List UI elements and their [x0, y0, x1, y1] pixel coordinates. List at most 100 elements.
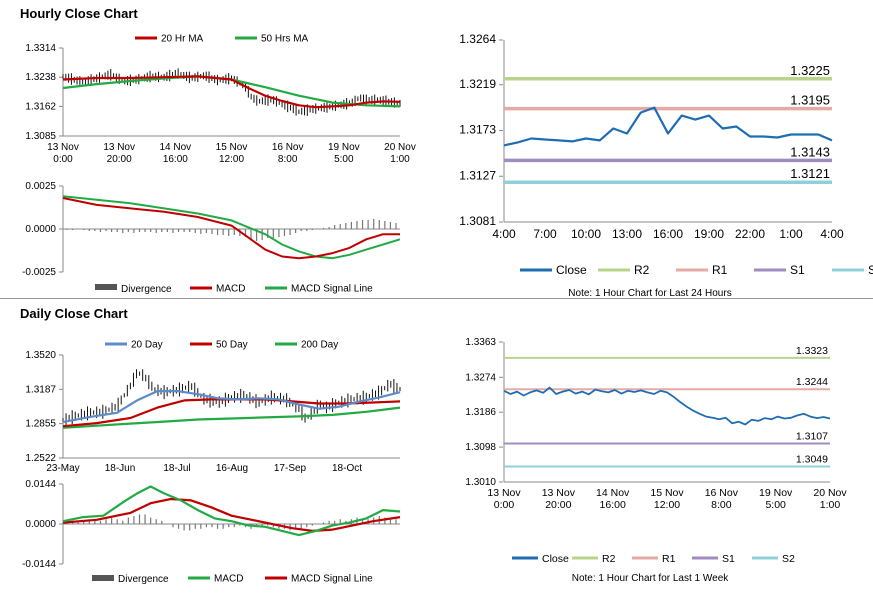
hourly-price-xtick-line2: 1:00: [390, 154, 410, 165]
macd-line: [62, 485, 401, 537]
hourly-macd-ytick: 0.0000: [25, 224, 56, 235]
hourly-close-level-label: 1.3121: [790, 166, 830, 181]
hourly-close-xtick: 4:00: [820, 227, 844, 241]
daily-close-ytick: 1.3274: [465, 372, 496, 383]
daily-close-xtick-line2: 0:00: [494, 499, 515, 511]
macd-legend-label: MACD: [216, 284, 245, 295]
hourly-price-xtick-line1: 14 Nov: [159, 142, 191, 153]
daily-macd-ytick: 0.0000: [25, 519, 56, 530]
daily-close-level-label: 1.3049: [796, 454, 828, 466]
hourly-close-xtick: 16:00: [653, 227, 683, 241]
daily-close-legend-label: S1: [722, 553, 735, 565]
daily-close-xtick-line1: 13 Nov: [542, 487, 576, 499]
divergence-legend-label: Divergence: [121, 284, 172, 295]
hourly-price-ytick: 1.3314: [25, 43, 56, 54]
hourly-close-ytick: 1.3264: [459, 32, 496, 46]
hourly-close-xtick: 4:00: [492, 227, 516, 241]
daily-close-level-label: 1.3107: [796, 431, 828, 443]
hourly-price-ytick: 1.3238: [25, 72, 56, 83]
daily-close-legend-label: R1: [662, 553, 676, 565]
daily-close-xtick-line2: 1:00: [820, 499, 841, 511]
hourly-price-xtick-line2: 5:00: [334, 154, 354, 165]
section-divider: [0, 298, 873, 299]
hourly-close-xtick: 7:00: [533, 227, 557, 241]
hourly-price-ytick: 1.3085: [25, 131, 56, 142]
macd-signal-line: [62, 195, 401, 260]
hourly-price-ytick: 1.3162: [25, 101, 56, 112]
daily-price-xtick: 18-Jul: [163, 463, 190, 474]
hourly-price-xtick-line1: 20 Nov: [384, 142, 416, 153]
divergence-legend-swatch: [95, 284, 117, 290]
daily-close-chart: 1.3363 1.3274 1.3186 1.3098 1.3010 1.3323 1.32…: [465, 337, 847, 565]
hourly-close-close-line: [503, 106, 833, 147]
daily-price-ytick: 1.3187: [25, 384, 56, 395]
ma-50-legend-label: 50 Hrs MA: [261, 34, 309, 45]
ma-20-legend-label: 20 Hr MA: [161, 34, 204, 45]
hourly-macd-chart: 0.0025 0.0000 -0.0025 Divergence MACD MACD Si…: [22, 181, 401, 295]
daily-price-ytick: 1.3520: [25, 350, 56, 361]
hourly-close-ytick: 1.3173: [459, 123, 496, 137]
daily-macd-chart: 0.0144 0.0000 -0.0144 Divergence MACD MACD Si…: [22, 479, 401, 585]
daily-close-level-label: 1.3244: [796, 376, 828, 388]
ma-200-line: [62, 406, 401, 429]
daily-close-xtick-line2: 5:00: [765, 499, 786, 511]
hourly-close-ytick: 1.3219: [459, 77, 496, 91]
hourly-close-note: Note: 1 Hour Chart for Last 24 Hours: [568, 288, 732, 299]
daily-close-xtick-line1: 20 Nov: [813, 487, 847, 499]
daily-close-ytick: 1.3363: [465, 337, 496, 348]
hourly-price-xtick-line2: 8:00: [278, 154, 298, 165]
ma-20-day-legend-label: 20 Day: [131, 340, 163, 351]
divergence-legend-label: Divergence: [118, 574, 169, 585]
daily-price-xtick: 17-Sep: [274, 463, 307, 474]
hourly-section-title: Hourly Close Chart: [20, 6, 138, 21]
hourly-price-xtick-line1: 13 Nov: [103, 142, 135, 153]
daily-close-xtick-line1: 19 Nov: [759, 487, 793, 499]
hourly-price-xtick-line2: 20:00: [107, 154, 132, 165]
hourly-price-xtick-line2: 12:00: [219, 154, 244, 165]
daily-price-xtick: 23-May: [46, 463, 79, 474]
macd-signal-line: [62, 497, 401, 533]
hourly-price-xtick-line1: 16 Nov: [272, 142, 304, 153]
macd-signal-legend-label: MACD Signal Line: [291, 574, 373, 585]
hourly-close-xtick: 10:00: [571, 227, 601, 241]
hourly-close-xtick: 13:00: [612, 227, 642, 241]
daily-close-ytick: 1.3010: [465, 477, 496, 488]
daily-section-title: Daily Close Chart: [20, 306, 128, 321]
daily-close-level-label: 1.3323: [796, 345, 828, 357]
daily-macd-ytick: -0.0144: [22, 559, 56, 570]
hourly-close-ytick: 1.3081: [459, 214, 496, 228]
hourly-price-xtick-line2: 0:00: [53, 154, 73, 165]
daily-close-legend-label: R2: [602, 553, 616, 565]
daily-close-legend-label: S2: [782, 553, 795, 565]
daily-close-xtick-line2: 12:00: [654, 499, 680, 511]
hourly-close-xtick: 19:00: [694, 227, 724, 241]
hourly-macd-ytick: 0.0025: [25, 181, 56, 192]
ma-20-line: [62, 75, 401, 109]
daily-price-xtick: 18-Jun: [105, 463, 136, 474]
ma-200-day-legend-label: 200 Day: [301, 340, 338, 351]
daily-close-xtick-line2: 8:00: [711, 499, 732, 511]
hourly-macd-ytick: -0.0025: [22, 267, 56, 278]
daily-close-note: Note: 1 Hour Chart for Last 1 Week: [571, 573, 729, 584]
daily-close-xtick-line1: 14 Nov: [596, 487, 630, 499]
hourly-close-xtick: 22:00: [735, 227, 765, 241]
daily-close-ytick: 1.3098: [465, 442, 496, 453]
hourly-close-legend-label: R1: [712, 263, 728, 277]
daily-price-ytick: 1.2855: [25, 419, 56, 430]
daily-close-legend-label: Close: [542, 553, 569, 565]
daily-price-xtick: 16-Aug: [216, 463, 248, 474]
daily-price-ytick: 1.2522: [25, 453, 56, 464]
daily-close-xtick-line2: 20:00: [545, 499, 571, 511]
daily-close-ytick: 1.3186: [465, 407, 496, 418]
macd-signal-legend-label: MACD Signal Line: [291, 284, 373, 295]
hourly-close-legend-label: S1: [790, 263, 805, 277]
hourly-close-xtick: 1:00: [779, 227, 803, 241]
hourly-close-level-label: 1.3195: [790, 93, 830, 108]
daily-close-xtick-line1: 16 Nov: [705, 487, 739, 499]
daily-macd-ytick: 0.0144: [25, 479, 56, 490]
macd-line: [62, 197, 400, 260]
daily-close-xtick-line2: 16:00: [600, 499, 626, 511]
daily-close-xtick-line1: 15 Nov: [650, 487, 684, 499]
